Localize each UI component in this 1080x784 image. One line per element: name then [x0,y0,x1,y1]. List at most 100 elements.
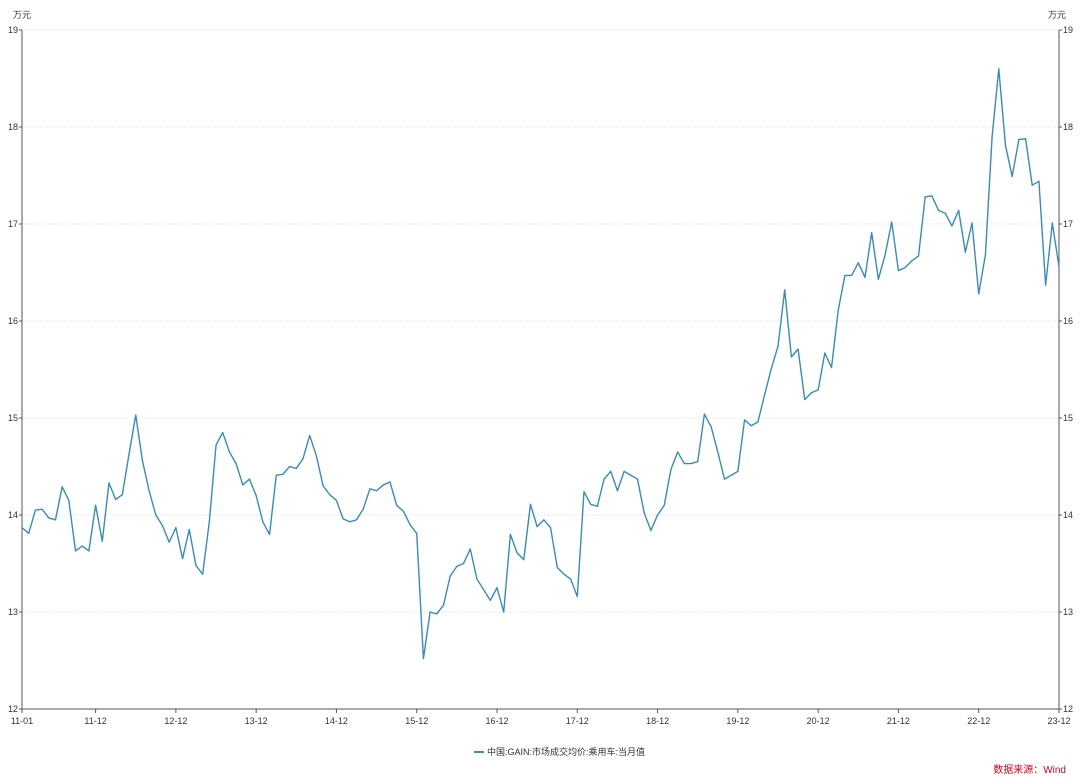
data-point [329,494,331,496]
data-point [1011,175,1013,178]
data-point [656,514,659,516]
data-point [349,521,351,523]
data-point [743,419,746,421]
data-point [1058,266,1060,268]
data-point [188,528,190,531]
data-point [770,367,772,370]
data-point [161,525,164,527]
data-point [643,512,645,514]
data-point [549,527,552,529]
data-point [636,478,639,480]
data-point [529,503,532,505]
data-point [630,474,632,476]
y-tick-label-left: 16 [8,316,18,326]
data-point [436,613,438,615]
data-point [248,478,251,480]
data-point [998,68,1000,70]
data-point [135,414,137,416]
y-tick-label-right: 13 [1063,607,1073,617]
data-point [442,604,445,606]
data-point [991,136,993,138]
data-point [590,503,592,505]
data-point [503,611,505,613]
y-tick-label-left: 18 [8,122,18,132]
data-point [536,526,538,528]
data-point [74,550,77,552]
data-point [101,540,103,542]
x-axis-ticks: 11-01 11-12 12-12 13-12 14-12 15-12 16-12 17-12… [11,709,1071,726]
x-tick-label: 11-01 [11,716,33,726]
x-tick-label: 17-12 [566,716,589,726]
x-tick-label: 12-12 [164,716,187,726]
data-point [1004,144,1007,147]
data-point [951,225,953,227]
x-tick-label: 18-12 [646,716,669,726]
data-point [242,484,244,486]
data-point [315,455,317,457]
data-point [1045,284,1047,286]
data-point [275,474,277,476]
data-point [115,498,117,501]
data-point [268,533,271,536]
data-point [757,421,759,423]
y-tick-label-right: 16 [1063,316,1073,326]
data-point [1038,180,1040,182]
data-point [697,461,699,463]
data-point [777,345,779,347]
data-point [476,578,478,580]
data-point [342,518,344,520]
x-tick-label: 19-12 [726,716,749,726]
data-point [48,517,50,519]
data-point [402,510,404,512]
data-point [282,473,284,475]
data-point [396,504,398,506]
data-point [255,495,257,497]
data-point [81,545,83,547]
y-tick-label-right: 19 [1063,25,1073,35]
data-point [1051,222,1053,224]
data-point [964,251,966,253]
data-point [784,289,786,291]
data-point [677,451,679,453]
data-point [68,499,70,502]
data-point [309,434,311,437]
data-point [877,278,879,280]
y-tick-label-left: 14 [8,510,18,520]
y-axis-unit-right: 万元 [1048,10,1066,20]
data-point [382,484,384,486]
x-tick-label: 21-12 [887,716,910,726]
x-tick-label: 16-12 [485,716,508,726]
data-point [871,232,873,234]
data-point [897,269,900,272]
data-point [322,485,324,487]
data-point [489,599,491,601]
data-point [416,532,418,535]
y-tick-label-left: 13 [8,607,18,617]
data-point [1018,139,1020,141]
data-point [208,521,210,523]
data-point [469,548,471,550]
data-point [483,589,485,591]
data-point [603,478,605,480]
y-tick-label-right: 17 [1063,219,1073,229]
data-point [215,444,217,446]
x-tick-label: 11-12 [84,716,106,726]
data-point [790,356,792,358]
data-point [703,413,706,415]
y-tick-label-left: 12 [8,704,18,714]
data-point [810,392,813,394]
series-line [21,68,1060,660]
data-point [375,490,378,492]
data-point [931,195,933,197]
data-point [41,508,43,510]
gridlines [22,29,1059,613]
data-point [717,451,719,453]
data-point [496,587,498,589]
data-point [944,212,946,214]
data-point [690,462,692,465]
data-point [422,657,425,660]
x-tick-label: 23-12 [1047,716,1070,726]
x-tick-label: 20-12 [807,716,830,726]
x-tick-label: 22-12 [967,716,990,726]
data-point [235,462,237,465]
